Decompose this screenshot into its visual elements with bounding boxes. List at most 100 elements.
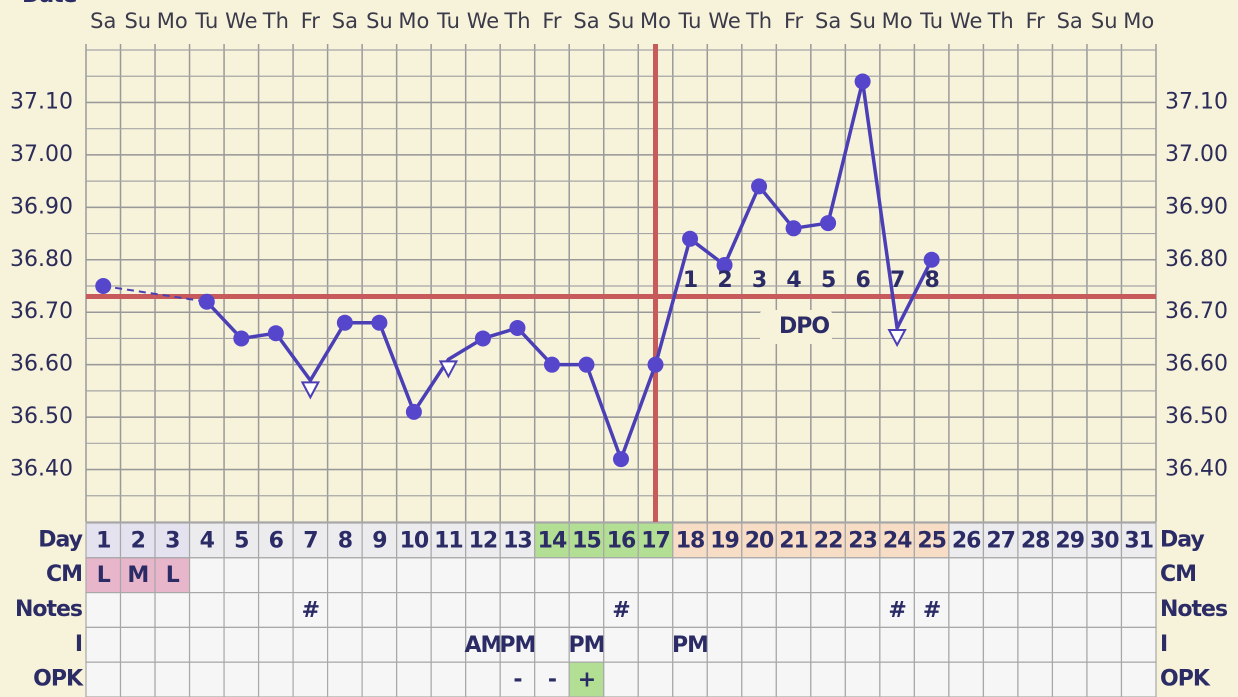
notes-entry: # — [888, 598, 905, 623]
table-cell — [465, 557, 501, 594]
table-cell — [568, 661, 605, 697]
dpo-number: 5 — [821, 268, 835, 293]
temperature-marker — [198, 293, 215, 310]
table-cell — [775, 557, 812, 594]
weekday-label: Sa — [332, 9, 358, 33]
day-number: 1 — [96, 528, 110, 553]
weekday-label: Sa — [573, 9, 599, 33]
table-cell — [1120, 661, 1157, 697]
table-cell — [603, 661, 639, 697]
weekday-label: Mo — [157, 9, 188, 33]
dpo-number: 1 — [683, 268, 697, 293]
table-cell — [741, 557, 777, 594]
table-cell — [706, 661, 743, 697]
table-cell — [85, 661, 122, 697]
table-cell — [85, 626, 122, 663]
table-cell — [775, 661, 812, 697]
table-cell — [637, 661, 674, 697]
dpo-number: 6 — [855, 268, 870, 293]
table-cell — [119, 626, 156, 663]
table-cell — [154, 661, 191, 697]
table-cell — [913, 626, 950, 663]
table-cell — [1086, 557, 1123, 594]
table-cell — [982, 661, 1019, 697]
temperature-marker — [751, 178, 768, 195]
cm-entry: M — [127, 563, 148, 588]
weekday-label: Mo — [882, 9, 913, 33]
table-cell — [396, 626, 432, 663]
dpo-number: 2 — [717, 268, 731, 293]
table-cell — [1051, 557, 1088, 594]
weekday-label: Th — [262, 9, 289, 33]
day-number: 4 — [200, 528, 215, 553]
row-label: Notes — [15, 597, 83, 622]
table-cell — [154, 557, 191, 594]
table-cell — [154, 591, 191, 628]
table-cell — [430, 626, 467, 663]
temperature-marker — [95, 278, 112, 294]
table-cell — [775, 591, 812, 628]
table-cell — [741, 626, 777, 663]
weekday-label: Su — [608, 9, 635, 33]
dpo-number: 4 — [786, 268, 801, 293]
row-label: I — [75, 632, 82, 657]
cm-entry: L — [97, 563, 111, 588]
table-cell — [257, 591, 294, 628]
y-tick-label-right: 37.10 — [1165, 89, 1228, 114]
weekday-label: We — [467, 9, 499, 33]
table-cell — [188, 626, 225, 663]
row-label: OPK — [33, 667, 84, 692]
table-cell — [430, 591, 467, 628]
weekday-label: Th — [987, 9, 1014, 33]
day-number: 26 — [952, 528, 981, 553]
table-cell — [672, 661, 708, 697]
day-number: 15 — [572, 528, 601, 553]
table-cell — [534, 626, 570, 663]
y-tick-label: 37.10 — [10, 89, 73, 114]
table-cell — [1017, 626, 1054, 663]
row-label: Day — [38, 527, 82, 552]
table-cell — [499, 557, 536, 594]
table-cell — [327, 591, 363, 628]
gap-connector — [103, 285, 207, 303]
table-cell — [844, 557, 881, 594]
day-number: 22 — [814, 528, 843, 553]
table-cell — [430, 557, 467, 594]
day-number: 6 — [269, 528, 284, 553]
day-number: 23 — [848, 528, 877, 553]
weekday-label: Su — [849, 9, 876, 33]
table-cell — [637, 522, 674, 559]
day-number: 3 — [165, 528, 179, 553]
weekday-label: Sa — [1057, 9, 1083, 33]
table-cell — [879, 522, 915, 559]
table-cell — [534, 591, 570, 628]
weekday-label: Fr — [301, 9, 321, 33]
day-number: 9 — [372, 528, 386, 553]
table-cell — [603, 591, 639, 628]
table-cell — [913, 591, 950, 628]
table-cell — [465, 522, 501, 559]
table-cell — [568, 557, 605, 594]
temperature-marker — [716, 257, 733, 274]
weekday-label: Fr — [1026, 9, 1046, 33]
day-number: 11 — [434, 528, 463, 553]
y-tick-label-right: 36.60 — [1165, 352, 1228, 377]
day-number: 29 — [1055, 528, 1084, 553]
opk-entry: - — [548, 668, 556, 693]
day-number: 8 — [338, 528, 352, 553]
y-tick-label-right: 37.00 — [1165, 142, 1228, 167]
y-tick-label-right: 36.70 — [1165, 299, 1228, 324]
table-cell — [188, 661, 225, 697]
discarded-marker — [300, 381, 321, 400]
table-cell — [913, 557, 950, 594]
weekday-label: Su — [1091, 9, 1118, 33]
table-cell — [879, 661, 915, 697]
table-cell — [1051, 626, 1088, 663]
weekday-label: Th — [503, 9, 530, 33]
day-number: 12 — [469, 528, 498, 553]
dpo-number: 7 — [890, 268, 904, 293]
table-cell — [913, 522, 950, 559]
table-cell — [396, 661, 432, 697]
temperature-marker — [543, 356, 560, 373]
table-cell — [327, 626, 363, 663]
